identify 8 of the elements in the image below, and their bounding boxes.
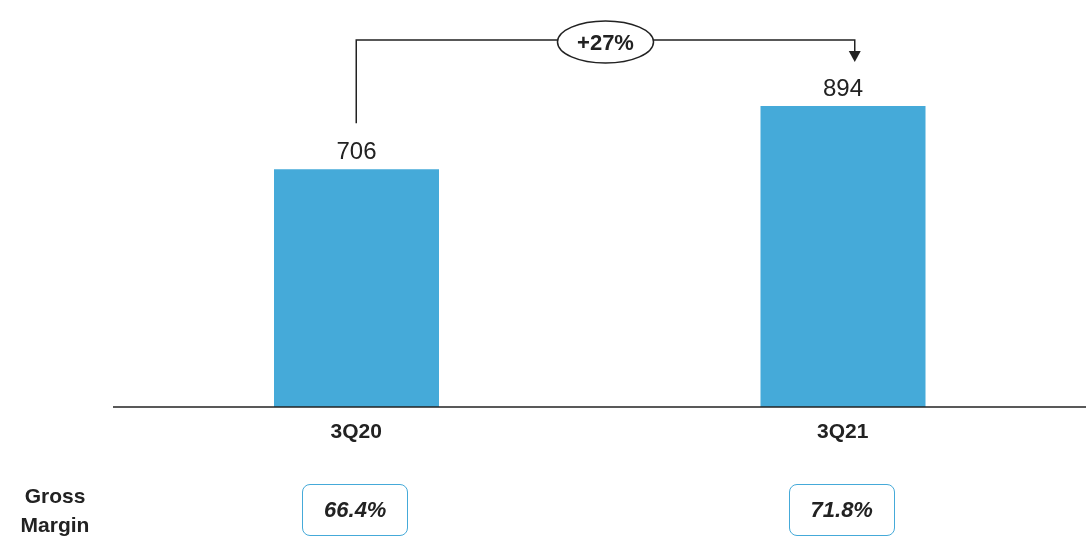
data-label: 706 [336,137,377,165]
x-tick-label: 3Q20 [330,418,382,442]
text: 66.4% [302,484,409,536]
text: +27% [577,30,634,55]
x-tick-label: 3Q21 [817,418,869,442]
data-label: 894 [822,74,864,101]
text: 71.8% [788,484,895,536]
text: Gross Margin [19,483,91,538]
